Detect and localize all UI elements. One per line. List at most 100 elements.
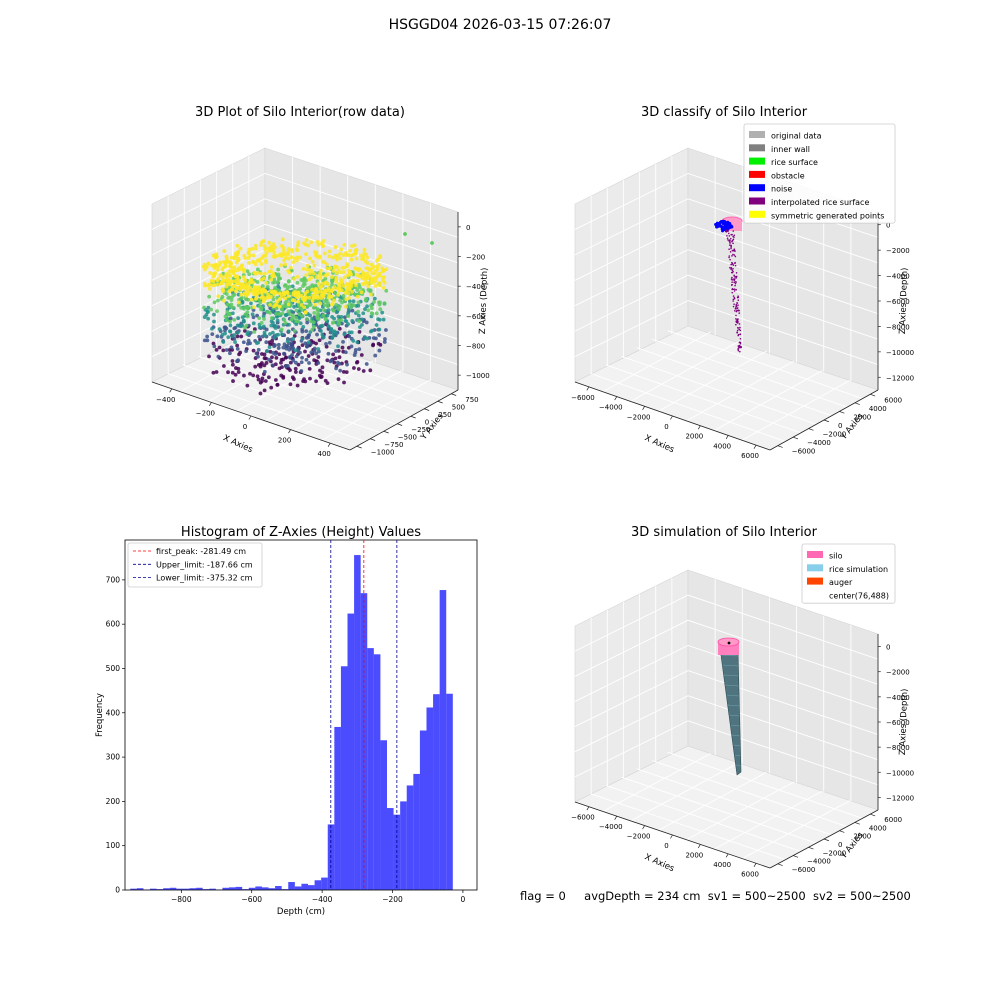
interpolated-point bbox=[731, 249, 734, 252]
data-point bbox=[297, 312, 302, 316]
data-point bbox=[259, 288, 264, 293]
histogram-bar bbox=[321, 877, 328, 890]
noise-point bbox=[727, 221, 731, 225]
data-point bbox=[242, 285, 247, 290]
interpolated-point bbox=[737, 296, 740, 299]
data-point bbox=[331, 352, 336, 357]
data-point bbox=[235, 243, 240, 248]
y-tick-label: −2000 bbox=[823, 849, 847, 857]
y-tick bbox=[424, 408, 430, 411]
y-tick bbox=[370, 438, 376, 441]
x-tick-label: −6000 bbox=[571, 814, 595, 822]
data-point bbox=[318, 271, 322, 276]
data-point bbox=[305, 344, 309, 349]
data-point bbox=[296, 299, 300, 304]
histogram-bar bbox=[439, 590, 447, 890]
data-point bbox=[202, 281, 207, 286]
data-point bbox=[282, 351, 286, 356]
data-point bbox=[311, 293, 316, 298]
data-point bbox=[380, 269, 385, 274]
interpolated-point bbox=[733, 290, 736, 292]
interpolated-point bbox=[739, 337, 742, 340]
data-point bbox=[290, 375, 295, 380]
data-point bbox=[277, 276, 282, 281]
mesh-line bbox=[720, 654, 739, 657]
data-point bbox=[254, 351, 259, 356]
data-point bbox=[366, 284, 371, 289]
grid-line bbox=[686, 781, 795, 841]
data-point bbox=[361, 311, 366, 316]
histogram-bar bbox=[130, 888, 137, 890]
data-point bbox=[350, 318, 355, 323]
data-point bbox=[318, 324, 323, 328]
histogram-bar bbox=[136, 888, 144, 890]
histogram-bar bbox=[419, 730, 427, 890]
data-point bbox=[262, 244, 267, 249]
data-point bbox=[382, 340, 387, 344]
data-point bbox=[281, 304, 286, 309]
legend-swatch bbox=[749, 144, 765, 152]
data-point bbox=[238, 246, 243, 251]
y-tick bbox=[839, 830, 845, 833]
data-point bbox=[212, 312, 216, 317]
grid-line bbox=[636, 768, 832, 836]
data-point bbox=[244, 349, 249, 354]
y-tick-label: 0 bbox=[115, 886, 120, 895]
data-point bbox=[332, 285, 337, 289]
data-point bbox=[359, 290, 364, 295]
data-point bbox=[294, 247, 299, 252]
y-tick-label: 500 bbox=[452, 403, 465, 411]
data-point bbox=[365, 255, 370, 260]
data-point bbox=[286, 268, 291, 273]
data-point bbox=[212, 344, 217, 349]
y-tick-label: 500 bbox=[106, 664, 121, 673]
data-point bbox=[273, 352, 278, 356]
data-point bbox=[381, 285, 386, 290]
data-point bbox=[229, 298, 234, 303]
data-point bbox=[312, 358, 317, 363]
data-point bbox=[357, 283, 361, 287]
data-point bbox=[236, 268, 241, 272]
z-tick-label: −200 bbox=[466, 254, 485, 262]
data-point bbox=[356, 313, 361, 318]
data-point bbox=[240, 295, 244, 300]
interpolated-point bbox=[738, 312, 741, 314]
data-point bbox=[244, 293, 249, 298]
interpolated-point bbox=[737, 321, 739, 323]
data-point bbox=[329, 289, 334, 294]
data-point bbox=[337, 321, 341, 326]
data-point bbox=[352, 243, 357, 248]
interpolated-point bbox=[728, 248, 730, 251]
data-point bbox=[295, 383, 300, 388]
legend-label: center(76,488) bbox=[829, 591, 889, 600]
data-point bbox=[296, 303, 301, 307]
x-tick-label: −800 bbox=[171, 895, 192, 904]
interpolated-point bbox=[735, 305, 738, 308]
interpolated-point bbox=[739, 342, 742, 345]
panel-title: Histogram of Z-Axies (Height) Values bbox=[181, 525, 421, 540]
data-point bbox=[364, 320, 369, 325]
data-point bbox=[328, 266, 333, 271]
data-point bbox=[300, 355, 304, 360]
data-point bbox=[235, 334, 240, 339]
data-point bbox=[340, 265, 345, 270]
x-tick-label: −6000 bbox=[571, 394, 595, 402]
data-point bbox=[288, 265, 293, 270]
data-point bbox=[215, 267, 220, 272]
interpolated-point bbox=[732, 235, 735, 238]
data-point bbox=[291, 336, 296, 341]
data-point bbox=[242, 373, 246, 378]
data-point bbox=[285, 344, 290, 349]
data-point bbox=[233, 274, 238, 279]
histogram-bar bbox=[275, 886, 282, 890]
interpolated-point bbox=[732, 264, 735, 266]
data-point bbox=[259, 262, 264, 266]
data-point bbox=[272, 250, 277, 255]
data-point bbox=[279, 357, 284, 362]
data-point bbox=[288, 382, 293, 387]
data-point bbox=[371, 264, 376, 269]
interpolated-point bbox=[734, 282, 737, 285]
data-point bbox=[224, 348, 229, 352]
data-point bbox=[205, 334, 210, 339]
data-point bbox=[235, 346, 240, 351]
